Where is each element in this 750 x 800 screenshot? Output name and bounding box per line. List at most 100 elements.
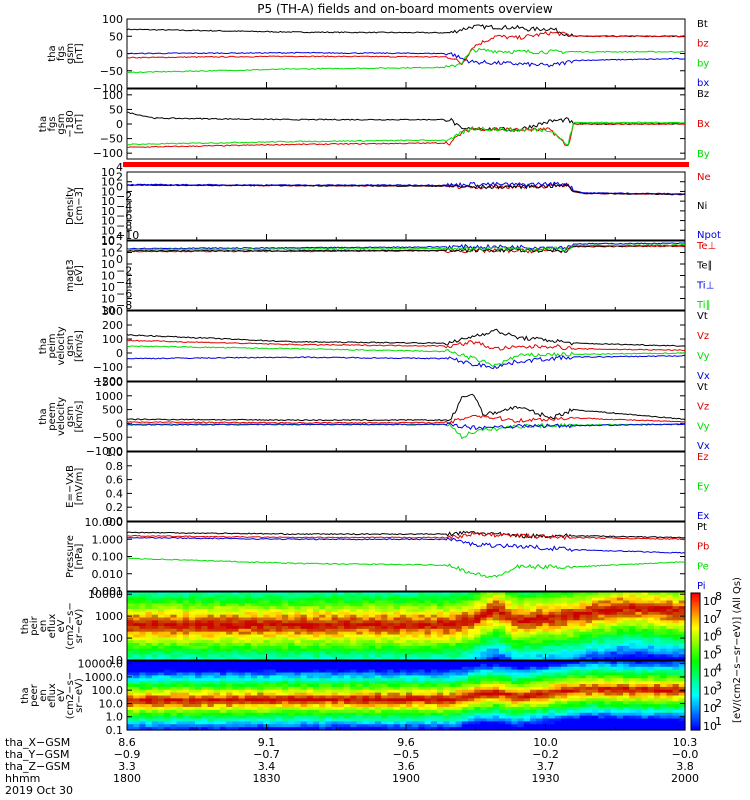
heat-cell [492,689,500,694]
y-tick-label: 0.0 [106,515,124,528]
heat-cell [393,666,401,671]
heat-cell [623,684,630,688]
heat-cell [275,603,283,607]
heat-cell [226,609,233,613]
heat-cell [195,669,202,674]
heat-cell [499,592,506,596]
heat-cell [424,689,432,694]
heat-cell [127,669,134,674]
heat-cell [523,637,531,641]
y-tick-label: 10 [101,281,115,294]
heat-cell [387,628,395,633]
heat-cell [313,681,320,685]
heat-cell [412,681,419,685]
heat-cell [585,597,593,602]
heat-cell [151,640,159,644]
heat-cell [505,631,512,636]
heat-cell [604,689,612,694]
heat-cell [623,718,630,722]
heat-cell [393,718,401,722]
heat-cell [275,600,283,604]
heat-cell [182,637,190,641]
panel-frame [126,521,686,592]
heat-cell [232,620,240,624]
heat-cell [145,678,153,682]
heat-cell [610,715,618,720]
heat-cell [294,666,302,671]
heat-cell [195,689,202,694]
heat-cell [511,603,519,607]
heat-cell [393,603,401,607]
heat-cell [356,611,364,616]
heat-cell [189,695,196,699]
heat-cell [561,704,568,708]
heat-cell [598,606,605,610]
heat-cell [189,614,196,619]
heat-cell [517,614,525,619]
heat-cell [331,597,339,602]
heat-cell [251,707,258,711]
heat-cell [561,684,568,688]
heat-cell [678,645,686,650]
heat-cell [660,663,667,668]
heat-cell [542,645,550,650]
colorbar-cell [691,714,700,717]
heat-cell [418,657,426,661]
heat-cell [430,721,438,725]
heat-cell [573,695,581,699]
heat-cell [548,661,556,665]
heat-cell [269,707,277,711]
heat-cell [505,678,512,682]
heat-cell [443,709,450,714]
heat-cell [189,634,196,638]
heat-cell [350,689,357,694]
heat-cell [282,675,289,679]
heat-cell [468,626,475,630]
heat-cell [232,724,240,728]
heat-cell [604,661,612,665]
heat-cell [461,594,469,599]
heat-cell [207,640,215,644]
heat-cell [244,657,252,661]
heat-cell [480,606,488,610]
heat-cell [554,626,562,630]
heat-cell [189,637,196,641]
heat-cell [344,637,351,641]
heat-cell [554,637,562,641]
heat-cell [207,634,215,638]
heat-cell [133,600,140,604]
heat-cell [492,611,500,616]
heat-cell [158,698,165,702]
heat-cell [362,606,370,610]
heat-cell [387,715,395,720]
heat-cell [319,701,326,705]
heat-cell [325,709,333,714]
heat-cell [486,637,494,641]
heat-cell [592,684,599,688]
heat-cell [151,715,159,720]
heat-cell [306,628,314,633]
heat-cell [263,681,271,685]
heat-cell [623,692,630,697]
heat-cell [350,651,357,655]
heat-cell [480,609,488,613]
heat-cell [567,611,574,616]
heat-cell [604,663,612,668]
heat-cell [381,661,388,665]
heat-cell [306,724,314,728]
heat-cell [362,675,370,679]
heat-cell [133,695,140,699]
heat-cell [660,611,667,616]
heat-cell [399,701,407,705]
heat-cell [189,657,196,661]
heat-cell [536,592,543,596]
heat-cell [362,640,370,644]
heat-cell [604,637,612,641]
heat-cell [275,661,283,665]
heat-cell [536,666,543,671]
heat-cell [592,672,599,676]
colorbar-cell [691,640,700,644]
y-tick-label: −100 [93,147,123,160]
heat-cell [294,724,302,728]
heat-cell [325,628,333,633]
